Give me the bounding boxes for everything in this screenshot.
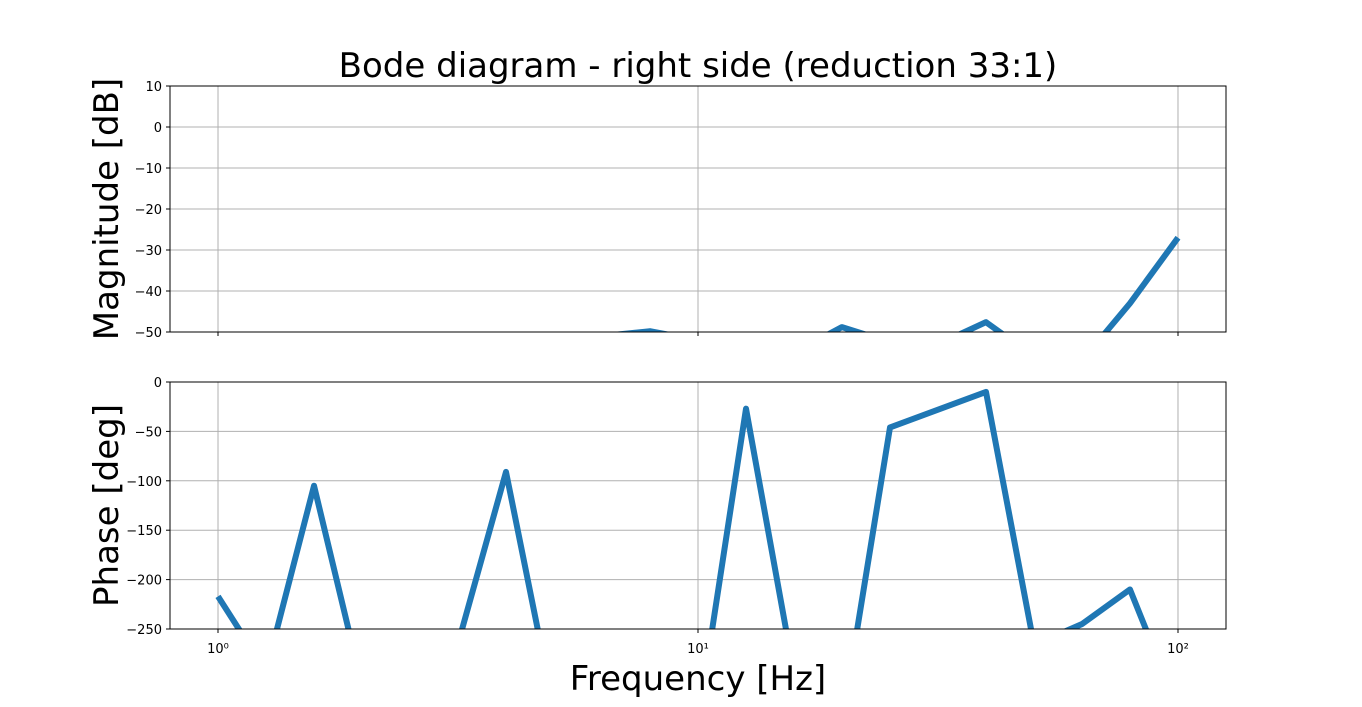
y-tick-label: 0 (154, 121, 162, 136)
y-tick-label: −40 (135, 285, 162, 300)
axes-frame (169, 85, 1227, 333)
x-tick-label: 10² (1167, 642, 1189, 657)
y-tick-label: −50 (135, 326, 162, 341)
y-tick-label: −200 (126, 574, 162, 589)
axes-frame (169, 381, 1227, 630)
y-tick-label: 0 (154, 376, 162, 391)
y-tick-label: −100 (126, 475, 162, 490)
y-tick-label: −50 (135, 425, 162, 440)
x-tick-label: 10⁰ (207, 642, 229, 657)
y-tick-label: −20 (135, 203, 162, 218)
y-axis-label: Magnitude [dB] (87, 78, 127, 340)
y-tick-label: −10 (135, 162, 162, 177)
chart-title: Bode diagram - right side (reduction 33:… (339, 46, 1058, 86)
x-axis-label: Frequency [Hz] (570, 659, 826, 699)
y-tick-label: 10 (145, 80, 162, 95)
y-tick-label: −30 (135, 244, 162, 259)
y-tick-label: −250 (126, 623, 162, 638)
x-tick-label: 10¹ (687, 642, 709, 657)
data-line (215, 388, 1150, 629)
y-tick-label: −150 (126, 524, 162, 539)
y-axis-label: Phase [deg] (87, 404, 127, 607)
